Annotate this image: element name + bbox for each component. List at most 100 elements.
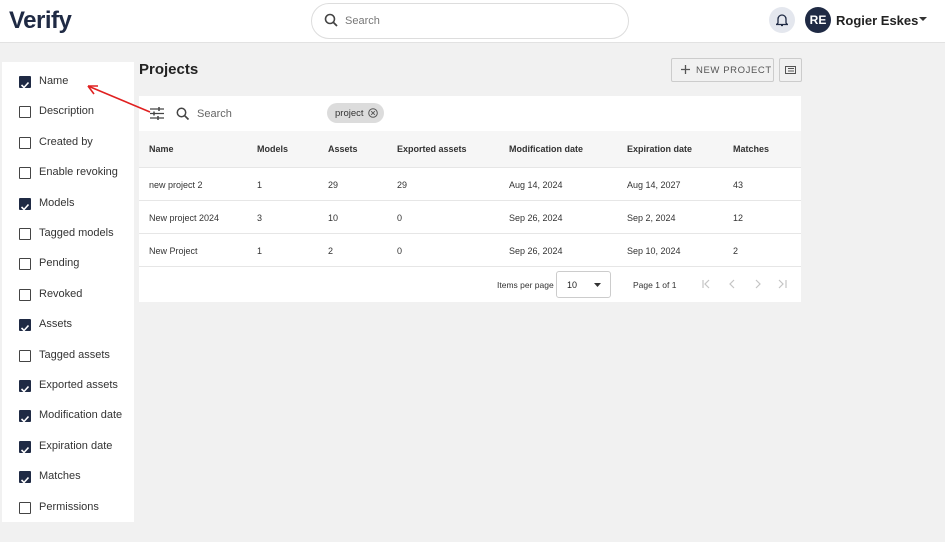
column-header: Name [149,144,174,154]
check-icon [20,81,30,89]
checkbox[interactable] [19,136,31,149]
column-label[interactable]: Revoked [39,287,83,300]
table-row[interactable]: new project 2 1 29 29 Aug 14, 2024 Aug 14, 20… [139,167,801,201]
header-row: Name Models Assets Exported assets Modificat… [139,131,801,167]
items-per-page-value: 10 [567,280,578,290]
items-per-page-select[interactable]: 10 [556,271,611,298]
column-label[interactable]: Matches [39,470,81,483]
column-header: Modification date [509,144,583,154]
table-cell: new project 2 [149,180,203,190]
items-per-page-label: Items per page [497,280,554,290]
search-icon [324,13,338,27]
chip-remove[interactable] [368,108,378,118]
avatar[interactable]: RE [805,7,831,33]
table-row[interactable]: New project 2024 3 10 0 Sep 26, 2024 Sep 2, 2… [139,200,801,234]
table-cell: Sep 26, 2024 [509,246,563,256]
table-cell: 1 [257,246,263,256]
search-placeholder: Search [345,15,380,27]
table-cell: Sep 2, 2024 [627,213,676,223]
check-icon [20,477,30,484]
checkbox[interactable] [19,167,31,180]
table-cell: 1 [257,180,263,190]
column-header: Assets [328,144,358,154]
column-label[interactable]: Created by [39,135,93,148]
column-label[interactable]: Description [39,105,95,118]
checkbox[interactable] [19,258,31,271]
table-cell: 12 [733,213,744,223]
table-cell: Sep 10, 2024 [627,246,681,256]
table-cell: 2 [328,246,334,256]
table-cell: 0 [397,213,403,223]
table-search-placeholder[interactable]: Search [197,108,232,120]
checkbox[interactable] [19,288,31,301]
check-icon [20,446,30,454]
column-label[interactable]: Exported assets [39,379,118,391]
column-label[interactable]: Tagged assets [39,348,110,361]
table-cell: 3 [257,213,263,223]
checkbox[interactable] [19,410,31,424]
checkbox[interactable] [19,440,31,454]
page-nav[interactable] [702,279,792,289]
table-cell: Sep 26, 2024 [509,213,563,223]
column-label[interactable]: Pending [39,257,80,270]
column-label[interactable]: Assets [39,318,73,331]
column-header: Models [257,144,289,154]
column-label[interactable]: Name [39,75,69,87]
checkbox[interactable] [19,106,31,119]
checkbox[interactable] [19,228,31,240]
chip-label: project [335,108,364,119]
table-cell: 10 [328,213,339,223]
logo[interactable]: Verify [9,7,72,34]
checkbox[interactable] [19,76,31,89]
top-bar: Verify Search RE Rogier Eskes [0,0,945,43]
user-name[interactable]: Rogier Eskes [836,13,919,28]
column-header: Matches [733,144,770,154]
table-cell: Aug 14, 2024 [509,180,563,190]
plus-icon [681,65,690,74]
column-label[interactable]: Tagged models [39,227,114,239]
user-menu-caret[interactable] [919,17,927,23]
table-cell: 43 [733,180,744,190]
notifications[interactable] [769,7,795,33]
checkbox[interactable] [19,501,31,514]
checkbox[interactable] [19,197,31,211]
table-cell: 29 [328,180,339,190]
checkbox[interactable] [19,319,31,332]
check-icon [20,416,30,424]
check-icon [20,385,30,393]
search-icon [176,107,189,120]
table-cell: New project 2024 [149,213,220,223]
table-cell: 0 [397,246,403,256]
table-row[interactable]: New Project 1 2 0 Sep 26, 2024 Sep 10, 2024 2 [139,233,801,267]
button-label: NEW PROJECT [696,65,772,76]
view-toggle[interactable] [779,58,802,82]
checkbox[interactable] [19,471,31,484]
page-info: Page 1 of 1 [633,280,677,290]
column-label[interactable]: Expiration date [39,439,113,452]
column-label[interactable]: Enable revoking [39,166,118,179]
list-icon [785,66,796,74]
column-header: Expiration date [627,144,693,154]
checkbox[interactable] [19,349,31,362]
filter-icon[interactable] [150,107,164,120]
projects-table: Search project Name Models Assets Exported … [139,96,801,302]
column-menu: Name Description Created by Enable revoking… [2,62,134,522]
new-project-button[interactable]: NEW PROJECT [671,58,774,82]
select-caret [594,283,601,287]
bell-icon [776,14,788,27]
page-title: Projects [139,61,199,78]
column-label[interactable]: Permissions [39,500,99,513]
table-cell: New Project [149,246,198,256]
global-search[interactable]: Search [311,3,629,39]
pagination: Items per page 10 Page 1 of 1 [139,266,801,303]
table-cell: 2 [733,246,739,256]
column-label[interactable]: Modification date [39,409,123,422]
checkbox[interactable] [19,380,31,393]
table-cell: 29 [397,180,408,190]
table-cell: Aug 14, 2027 [627,180,681,190]
check-icon [20,203,30,211]
column-header: Exported assets [397,144,467,154]
filter-chip[interactable]: project [327,103,384,123]
column-label[interactable]: Models [39,196,75,209]
